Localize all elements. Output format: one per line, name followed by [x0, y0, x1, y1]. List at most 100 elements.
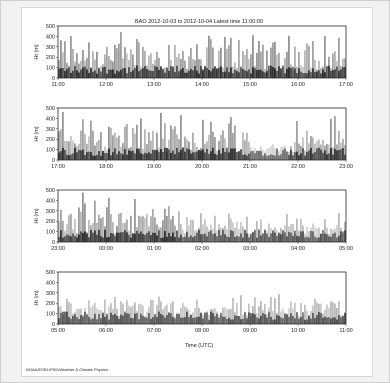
- echo-column: [166, 304, 168, 324]
- surface-echo: [228, 237, 230, 242]
- surface-echo: [64, 149, 66, 160]
- surface-echo: [326, 66, 328, 78]
- surface-echo: [282, 65, 284, 78]
- surface-echo: [224, 71, 226, 78]
- surface-echo: [304, 155, 306, 160]
- surface-echo: [244, 311, 246, 324]
- surface-echo: [162, 315, 164, 324]
- surface-echo: [208, 69, 210, 78]
- surface-echo: [342, 148, 344, 160]
- surface-echo: [280, 317, 282, 324]
- echo-column: [276, 54, 278, 78]
- surface-echo: [302, 312, 304, 324]
- surface-echo: [132, 150, 134, 160]
- surface-echo: [202, 234, 204, 242]
- surface-echo: [144, 66, 146, 78]
- surface-echo: [120, 314, 122, 324]
- surface-echo: [284, 232, 286, 242]
- echo-column: [94, 200, 96, 242]
- surface-echo: [320, 149, 322, 160]
- surface-echo: [300, 231, 302, 242]
- y-axis-label: Ht (m): [34, 208, 40, 223]
- surface-echo: [206, 312, 208, 324]
- x-tick-label: 00:00: [99, 246, 113, 252]
- surface-echo: [334, 317, 336, 324]
- surface-echo: [238, 236, 240, 242]
- echo-column: [114, 297, 116, 324]
- surface-echo: [302, 148, 304, 160]
- surface-echo: [270, 65, 272, 78]
- echo-column: [222, 307, 224, 324]
- surface-echo: [194, 317, 196, 324]
- surface-echo: [258, 229, 260, 242]
- y-tick-label: 500: [46, 24, 55, 30]
- echo-column: [60, 129, 62, 160]
- surface-echo: [60, 68, 62, 78]
- surface-echo: [66, 154, 68, 160]
- echo-column: [134, 302, 136, 324]
- surface-echo: [92, 155, 94, 160]
- surface-echo: [162, 151, 164, 160]
- surface-echo: [80, 315, 82, 324]
- echo-column: [282, 309, 284, 324]
- echo-column: [152, 63, 154, 78]
- echo-texture: [58, 32, 346, 78]
- echo-column: [118, 213, 120, 242]
- surface-echo: [136, 230, 138, 242]
- surface-echo: [68, 317, 70, 324]
- echo-column: [272, 311, 274, 324]
- echo-column: [150, 53, 152, 78]
- echo-column: [134, 198, 136, 242]
- surface-echo: [116, 232, 118, 242]
- x-tick-label: 12:00: [99, 82, 113, 88]
- surface-echo: [208, 153, 210, 160]
- echo-column: [156, 51, 158, 78]
- surface-echo: [264, 153, 266, 160]
- echo-column: [104, 54, 106, 78]
- echo-column: [124, 47, 126, 78]
- surface-echo: [144, 234, 146, 242]
- surface-echo: [180, 69, 182, 78]
- surface-echo: [232, 319, 234, 324]
- surface-echo: [340, 231, 342, 242]
- surface-echo: [262, 155, 264, 160]
- surface-echo: [258, 150, 260, 160]
- echo-column: [224, 138, 226, 160]
- surface-echo: [240, 67, 242, 78]
- surface-echo: [142, 154, 144, 160]
- echo-column: [228, 123, 230, 160]
- echo-column: [112, 135, 114, 160]
- echo-column: [132, 127, 134, 160]
- surface-echo: [224, 234, 226, 242]
- surface-echo: [306, 151, 308, 160]
- surface-echo: [92, 318, 94, 324]
- y-tick-label: 100: [46, 66, 55, 72]
- echo-column: [204, 143, 206, 160]
- y-tick-label: 400: [46, 116, 55, 122]
- surface-echo: [82, 149, 84, 160]
- surface-echo: [270, 233, 272, 242]
- surface-echo: [86, 233, 88, 242]
- surface-echo: [268, 155, 270, 160]
- surface-echo: [242, 318, 244, 324]
- echo-column: [138, 215, 140, 242]
- surface-echo: [68, 155, 70, 160]
- echo-column: [300, 303, 302, 324]
- echo-column: [108, 197, 110, 242]
- surface-echo: [324, 316, 326, 324]
- surface-echo: [172, 317, 174, 324]
- surface-echo: [136, 313, 138, 324]
- echo-column: [70, 303, 72, 324]
- echo-column: [178, 53, 180, 78]
- echo-column: [158, 296, 160, 324]
- echo-column: [70, 213, 72, 242]
- surface-echo: [216, 154, 218, 160]
- echo-column: [78, 308, 80, 324]
- echo-column: [72, 140, 74, 160]
- surface-echo: [294, 68, 296, 78]
- echo-column: [304, 50, 306, 78]
- surface-echo: [248, 69, 250, 78]
- echo-column: [94, 302, 96, 324]
- surface-echo: [208, 319, 210, 324]
- surface-echo: [192, 70, 194, 78]
